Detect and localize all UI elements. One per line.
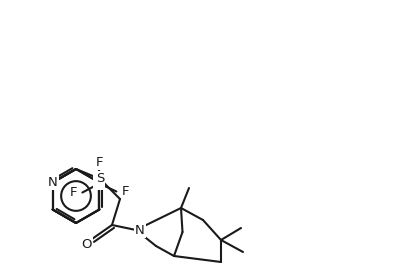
Text: F: F — [122, 185, 129, 198]
Text: N: N — [135, 223, 145, 237]
Text: O: O — [81, 239, 92, 251]
Text: S: S — [96, 172, 104, 186]
Text: F: F — [70, 186, 77, 199]
Text: N: N — [48, 176, 58, 189]
Text: N: N — [94, 176, 104, 189]
Text: F: F — [96, 156, 103, 169]
